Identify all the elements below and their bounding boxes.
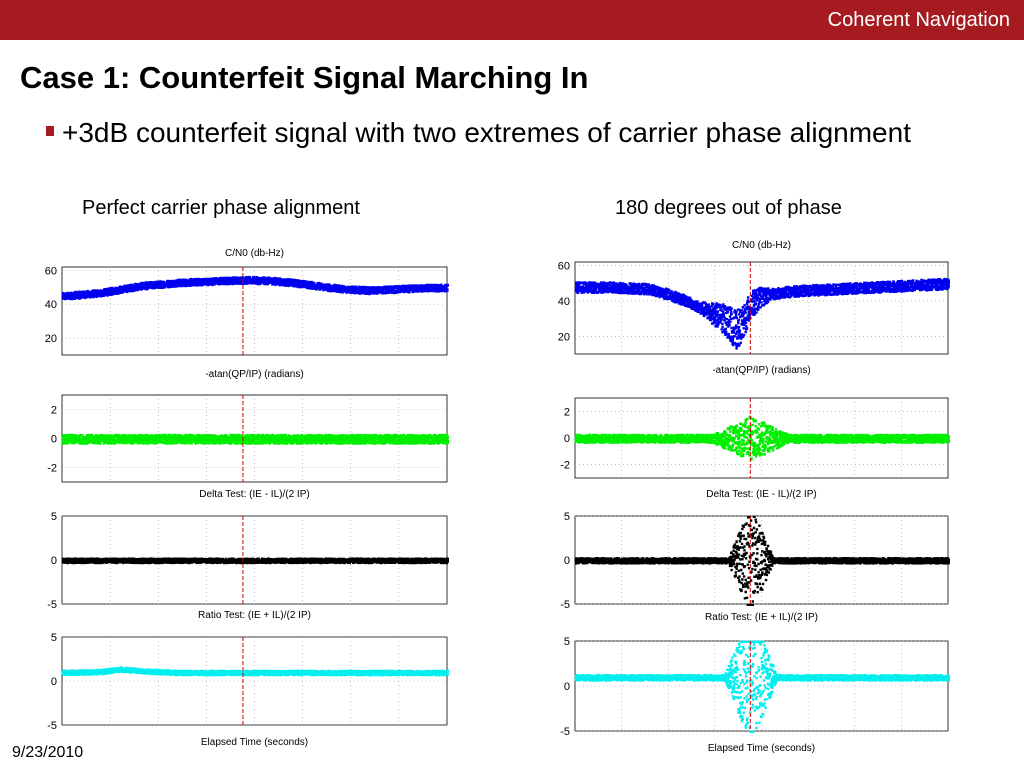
slide-title: Case 1: Counterfeit Signal Marching In xyxy=(20,60,589,95)
y-tick-label: -2 xyxy=(47,463,57,475)
y-tick-label: 5 xyxy=(51,632,57,644)
panel-1-2: Delta Test: (IE - IL)/(2 IP) -5 0 5 xyxy=(560,489,950,611)
data-series-points xyxy=(61,557,449,565)
data-series-points xyxy=(574,515,950,606)
panel-title: Delta Test: (IE - IL)/(2 IP) xyxy=(199,489,309,500)
y-tick-label: 0 xyxy=(51,555,57,567)
column-heading-left: Perfect carrier phase alignment xyxy=(82,197,360,219)
y-tick-label: 40 xyxy=(45,299,57,311)
footer-date: 9/23/2010 xyxy=(12,744,84,761)
y-tick-label: 0 xyxy=(564,555,570,567)
panel-title: C/N0 (db-Hz) xyxy=(732,240,791,251)
brand-label: Coherent Navigation xyxy=(827,9,1010,31)
panel-title: -atan(QP/IP) (radians) xyxy=(712,365,810,376)
panel-0-3: Ratio Test: (IE + IL)/(2 IP) -5 0 5 xyxy=(47,610,449,732)
data-series-points xyxy=(574,277,950,350)
data-series-points xyxy=(574,640,950,733)
panel-1-3: Ratio Test: (IE + IL)/(2 IP) -5 0 5 xyxy=(560,612,950,738)
y-tick-label: 60 xyxy=(558,261,570,273)
y-tick-label: 60 xyxy=(45,265,57,277)
data-series-points xyxy=(61,275,449,301)
y-tick-label: 5 xyxy=(564,511,570,523)
bullet-item: +3dB counterfeit signal with two extreme… xyxy=(46,116,986,150)
x-axis-label: Elapsed Time (seconds) xyxy=(708,743,815,754)
y-tick-label: 2 xyxy=(51,405,57,417)
column-heading-right: 180 degrees out of phase xyxy=(615,197,842,219)
data-series-points xyxy=(574,415,950,461)
y-tick-label: -5 xyxy=(47,599,57,611)
panel-title: Ratio Test: (IE + IL)/(2 IP) xyxy=(198,610,311,621)
panel-0-1: -atan(QP/IP) (radians) -2 0 2 xyxy=(47,369,449,483)
x-axis-label: Elapsed Time (seconds) xyxy=(201,737,308,748)
y-tick-label: -5 xyxy=(47,720,57,732)
bullet-text: +3dB counterfeit signal with two extreme… xyxy=(62,117,911,148)
y-tick-label: 0 xyxy=(564,433,570,445)
y-tick-label: 0 xyxy=(51,676,57,688)
panel-1-0: C/N0 (db-Hz) 20 40 60 xyxy=(558,240,950,355)
y-tick-label: -2 xyxy=(560,460,570,472)
y-tick-label: 5 xyxy=(51,511,57,523)
panel-title: Delta Test: (IE - IL)/(2 IP) xyxy=(706,489,816,500)
y-tick-label: 5 xyxy=(564,636,570,648)
y-tick-label: 0 xyxy=(51,434,57,446)
y-tick-label: -5 xyxy=(560,599,570,611)
panel-0-2: Delta Test: (IE - IL)/(2 IP) -5 0 5 xyxy=(47,489,449,611)
panel-0-0: C/N0 (db-Hz) 20 40 60 xyxy=(45,248,449,356)
data-series-points xyxy=(61,666,449,677)
y-tick-label: 0 xyxy=(564,681,570,693)
panel-title: -atan(QP/IP) (radians) xyxy=(205,369,303,380)
y-tick-label: 40 xyxy=(558,296,570,308)
header-bar: Coherent Navigation xyxy=(0,0,1024,40)
y-tick-label: 2 xyxy=(564,406,570,418)
bullet-square-icon xyxy=(46,126,54,136)
y-tick-label: 20 xyxy=(558,331,570,343)
data-series-points xyxy=(61,433,449,445)
panel-title: C/N0 (db-Hz) xyxy=(225,248,284,259)
y-tick-label: 20 xyxy=(45,333,57,345)
y-tick-label: -5 xyxy=(560,726,570,738)
panel-title: Ratio Test: (IE + IL)/(2 IP) xyxy=(705,612,818,623)
panel-1-1: -atan(QP/IP) (radians) -2 0 2 xyxy=(560,365,950,479)
